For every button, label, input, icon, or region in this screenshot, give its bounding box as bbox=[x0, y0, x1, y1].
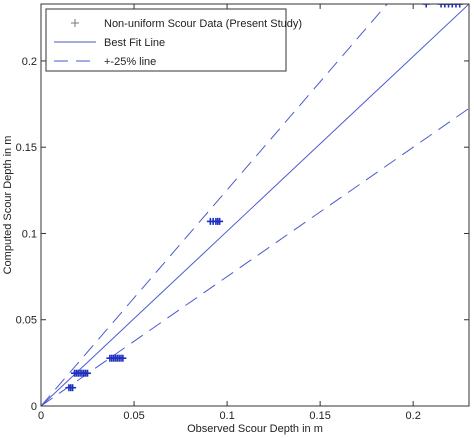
data-point bbox=[69, 384, 77, 392]
x-tick-label: 0.05 bbox=[123, 410, 144, 422]
ticks-layer: 0 0.05 0.1 0.15 0.2 0 0.05 0.1 0.15 0.2 bbox=[16, 4, 469, 422]
x-tick-label: 0.2 bbox=[406, 410, 421, 422]
data-point bbox=[441, 4, 449, 8]
data-point bbox=[422, 4, 430, 8]
x-axis-title: Observed Scour Depth in m bbox=[187, 423, 323, 435]
x-tick-label: 0.15 bbox=[309, 410, 330, 422]
y-tick-label: 0.2 bbox=[22, 56, 37, 68]
legend-label: +-25% line bbox=[104, 56, 156, 68]
y-tick-label: 0.15 bbox=[16, 142, 37, 154]
data-point bbox=[437, 4, 445, 8]
data-point bbox=[216, 217, 224, 225]
best-fit-line bbox=[41, 4, 469, 406]
data-point bbox=[445, 4, 453, 8]
markers-layer bbox=[65, 4, 464, 392]
data-point bbox=[456, 4, 464, 8]
y-tick-label: 0.1 bbox=[22, 228, 37, 240]
data-point bbox=[84, 369, 92, 377]
plus-minus-25-line bbox=[41, 4, 388, 406]
x-tick-label: 0 bbox=[38, 410, 44, 422]
legend-label: Best Fit Line bbox=[104, 37, 165, 49]
legend: Non-uniform Scour Data (Present Study) Be… bbox=[45, 8, 302, 72]
y-axis-title: Computed Scour Depth in m bbox=[2, 136, 14, 275]
lines-layer bbox=[41, 4, 469, 406]
plot-frame bbox=[40, 3, 470, 407]
legend-label: Non-uniform Scour Data (Present Study) bbox=[104, 18, 302, 30]
y-tick-label: 0.05 bbox=[16, 315, 37, 327]
data-point bbox=[452, 4, 460, 8]
legend-marker-symbol bbox=[71, 19, 79, 27]
y-tick-label: 0 bbox=[31, 401, 37, 413]
data-point bbox=[119, 354, 127, 362]
x-tick-label: 0.1 bbox=[219, 410, 234, 422]
data-point bbox=[448, 4, 456, 8]
